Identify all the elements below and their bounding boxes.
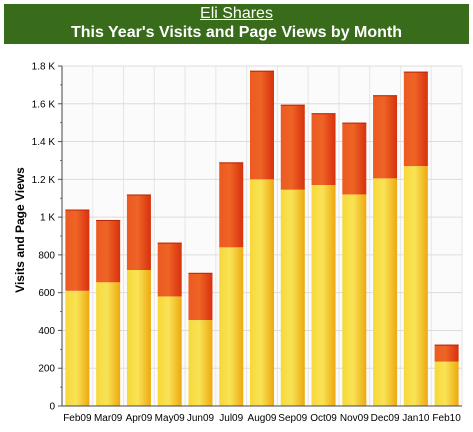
bar-page-views (65, 209, 90, 291)
bar-visits (188, 320, 213, 406)
bar-page-views (219, 162, 244, 248)
bar-visits (250, 179, 274, 406)
bar-visits (311, 185, 336, 406)
chart-title: This Year's Visits and Page Views by Mon… (70, 24, 403, 41)
bar-visits (65, 290, 90, 406)
y-tick-label: 1.4 K (32, 137, 56, 148)
chart-header: Eli Shares This Year's Visits and Page V… (4, 4, 469, 44)
x-tick-label: Aug09 (248, 413, 277, 424)
y-tick-label: 200 (38, 364, 55, 375)
x-tick-label: Sep09 (278, 413, 307, 424)
bar-visits (219, 247, 244, 406)
x-tick-label: Jul09 (219, 413, 243, 424)
bar-page-views (96, 219, 121, 283)
bar-visits (280, 189, 305, 406)
x-tick-label: Feb09 (63, 413, 92, 424)
x-tick-label: May09 (155, 413, 185, 424)
bar-visits (157, 296, 182, 406)
bar-series (65, 70, 459, 406)
bar-page-views (434, 344, 459, 362)
bar-visits (96, 282, 121, 406)
bar-page-views (280, 104, 305, 190)
bar-page-views (250, 70, 274, 180)
bar-page-views (403, 71, 428, 167)
y-tick-label: 0 (49, 402, 55, 413)
bar-page-views (188, 272, 213, 321)
x-tick-label: Feb10 (432, 413, 461, 424)
site-link[interactable]: Eli Shares (200, 5, 273, 22)
y-tick-label: 1 K (40, 213, 55, 224)
x-tick-label: Apr09 (126, 413, 153, 424)
x-tick-label: Mar09 (94, 413, 123, 424)
x-tick-label: Oct09 (310, 413, 337, 424)
y-tick-label: 1.6 K (32, 99, 56, 110)
y-axis-label: Visits and Page Views (13, 167, 27, 293)
x-tick-label: Nov09 (340, 413, 369, 424)
axes: 0 200 400 600 800 1 K 1.2 K 1.4 K 1.6 K 1.8 K Feb0… (32, 62, 462, 424)
bar-visits (342, 194, 367, 406)
bar-page-views (342, 122, 367, 195)
x-tick-label: Jun09 (187, 413, 215, 424)
y-tick-label: 400 (38, 326, 55, 337)
bar-visits (126, 270, 151, 406)
y-tick-label: 1.8 K (32, 62, 56, 73)
bar-visits (403, 166, 428, 406)
bar-visits (434, 361, 459, 406)
bar-page-views (157, 242, 182, 297)
bar-page-views (373, 95, 398, 179)
x-tick-label: Jan10 (402, 413, 430, 424)
x-tick-label: Dec09 (371, 413, 400, 424)
y-tick-label: 1.2 K (32, 175, 56, 186)
bar-visits (373, 178, 398, 406)
bar-page-views (126, 194, 151, 270)
bar-page-views (311, 113, 336, 185)
y-tick-label: 800 (38, 250, 55, 261)
y-tick-label: 600 (38, 288, 55, 299)
